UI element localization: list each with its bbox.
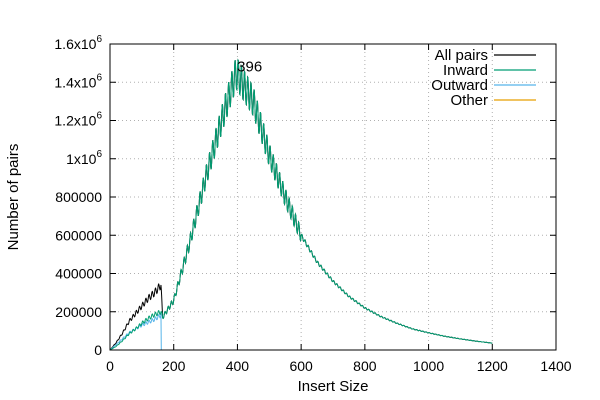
y-tick-base: 600000 — [55, 227, 102, 243]
y-tick-label: 0 — [94, 342, 102, 358]
x-tick-label: 0 — [106, 358, 114, 374]
x-tick-label: 200 — [162, 358, 186, 374]
y-axis-label: Number of pairs — [5, 144, 22, 251]
x-tick-label: 1400 — [540, 358, 571, 374]
x-tick-label: 600 — [289, 358, 313, 374]
peak-annotation: 396 — [237, 59, 262, 76]
y-tick-base: 1.6x10 — [54, 36, 96, 52]
y-tick-base: 1.2x10 — [54, 113, 96, 129]
y-tick-label: 1.6x106 — [54, 34, 102, 52]
y-tick-label: 400000 — [55, 266, 102, 282]
y-tick-label: 1.2x106 — [54, 111, 102, 129]
y-tick-exponent: 6 — [96, 111, 102, 122]
y-tick-label: 1.4x106 — [54, 72, 102, 90]
y-tick-label: 600000 — [55, 227, 102, 243]
y-tick-base: 400000 — [55, 266, 102, 282]
annotation-layer: 396 — [237, 59, 262, 76]
grid-layer — [110, 44, 556, 350]
y-tick-label: 1x106 — [66, 149, 102, 167]
y-tick-exponent: 6 — [96, 72, 102, 83]
y-tick-exponent: 6 — [96, 34, 102, 45]
y-tick-base: 200000 — [55, 304, 102, 320]
x-tick-label: 800 — [353, 358, 377, 374]
series-line-inward — [109, 58, 493, 351]
legend-label: Inward — [443, 62, 488, 79]
legend-label: Outward — [431, 77, 488, 94]
series-line-all-pairs — [109, 58, 493, 351]
y-tick-exponent: 6 — [96, 149, 102, 160]
plot-frame — [109, 43, 557, 351]
y-tick-base: 0 — [94, 342, 102, 358]
x-tick-label: 400 — [226, 358, 250, 374]
y-tick-label: 800000 — [55, 189, 102, 205]
y-tick-base: 1.4x10 — [54, 74, 96, 90]
x-tick-label: 1200 — [477, 358, 508, 374]
tick-layer: 0 200 400 600 800 1000 1200 1400 0 200000 400000 60… — [54, 34, 571, 374]
series-layer — [109, 58, 493, 351]
y-tick-base: 800000 — [55, 189, 102, 205]
x-axis-label: Insert Size — [298, 378, 369, 395]
legend-label: All pairs — [435, 47, 488, 64]
y-tick-base: 1x10 — [66, 151, 97, 167]
legend-label: Other — [450, 92, 488, 109]
x-tick-label: 1000 — [413, 358, 444, 374]
y-tick-label: 200000 — [55, 304, 102, 320]
